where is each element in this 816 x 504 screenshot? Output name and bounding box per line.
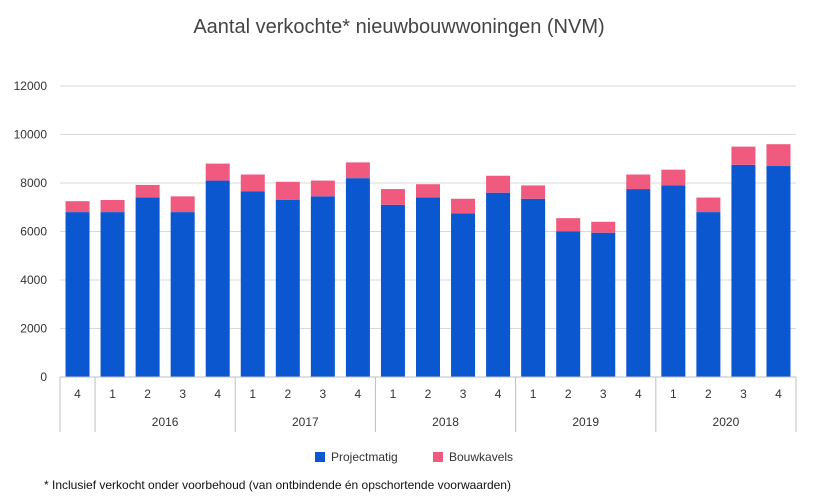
bar-bouwkavels-0 bbox=[65, 201, 90, 213]
bar-bouwkavels-13 bbox=[521, 185, 546, 199]
legend: Projectmatig Bouwkavels bbox=[315, 450, 513, 464]
bar-projectmatig-16 bbox=[626, 189, 651, 377]
bar-bouwkavels-4 bbox=[205, 163, 230, 181]
bar-projectmatig-14 bbox=[556, 231, 581, 377]
quarter-label-19: 3 bbox=[740, 387, 747, 401]
bar-projectmatig-12 bbox=[486, 192, 511, 377]
bar-bouwkavels-10 bbox=[416, 184, 440, 198]
y-tick-label-8000: 8000 bbox=[20, 176, 47, 190]
year-label-2017: 2017 bbox=[292, 415, 319, 429]
bar-projectmatig-8 bbox=[345, 178, 370, 377]
y-tick-label-0: 0 bbox=[40, 370, 47, 384]
quarter-label-8: 4 bbox=[355, 387, 362, 401]
bar-bouwkavels-19 bbox=[731, 146, 756, 165]
legend-swatch-bouwkavels bbox=[433, 452, 443, 462]
bar-projectmatig-20 bbox=[766, 166, 791, 377]
y-tick-label-2000: 2000 bbox=[20, 322, 47, 336]
y-tick-label-6000: 6000 bbox=[20, 225, 47, 239]
y-tick-label-10000: 10000 bbox=[14, 128, 48, 142]
bar-projectmatig-11 bbox=[451, 213, 476, 377]
bar-bouwkavels-7 bbox=[310, 180, 335, 197]
y-tick-label-12000: 12000 bbox=[14, 79, 48, 93]
bar-projectmatig-4 bbox=[205, 180, 230, 377]
bar-bouwkavels-16 bbox=[626, 174, 651, 190]
bar-projectmatig-13 bbox=[521, 198, 546, 377]
bar-projectmatig-3 bbox=[170, 212, 195, 377]
quarter-label-13: 1 bbox=[530, 387, 537, 401]
quarter-label-17: 1 bbox=[670, 387, 677, 401]
year-label-2019: 2019 bbox=[572, 415, 599, 429]
quarter-label-12: 4 bbox=[495, 387, 502, 401]
bar-bouwkavels-12 bbox=[486, 175, 511, 193]
year-label-2020: 2020 bbox=[713, 415, 740, 429]
bar-bouwkavels-6 bbox=[275, 181, 300, 200]
bar-bouwkavels-2 bbox=[135, 184, 160, 198]
legend-label-projectmatig: Projectmatig bbox=[331, 450, 398, 464]
bar-projectmatig-10 bbox=[416, 197, 440, 377]
quarter-label-1: 1 bbox=[109, 387, 116, 401]
bar-projectmatig-18 bbox=[696, 212, 721, 377]
quarter-label-7: 3 bbox=[320, 387, 327, 401]
bar-projectmatig-1 bbox=[100, 212, 125, 377]
bar-bouwkavels-9 bbox=[380, 189, 405, 205]
footnote: * Inclusief verkocht onder voorbehoud (v… bbox=[44, 478, 511, 492]
bar-bouwkavels-11 bbox=[451, 198, 476, 214]
axis-layer: 0 2000 4000 6000 8000 10000 12000 4 1 2 3 4 1 2 3 4 1 2 3 4… bbox=[14, 79, 797, 432]
quarter-label-6: 2 bbox=[284, 387, 291, 401]
bar-bouwkavels-14 bbox=[556, 218, 581, 232]
y-tick-label-4000: 4000 bbox=[20, 273, 47, 287]
quarter-label-20: 4 bbox=[775, 387, 782, 401]
bar-projectmatig-5 bbox=[240, 191, 265, 377]
quarter-label-5: 1 bbox=[249, 387, 256, 401]
bar-bouwkavels-15 bbox=[591, 221, 616, 233]
bar-projectmatig-9 bbox=[380, 204, 405, 377]
bar-projectmatig-0 bbox=[65, 212, 90, 377]
year-label-2016: 2016 bbox=[152, 415, 179, 429]
bar-bouwkavels-1 bbox=[100, 199, 125, 213]
quarter-label-11: 3 bbox=[460, 387, 467, 401]
quarter-label-3: 3 bbox=[179, 387, 186, 401]
legend-label-bouwkavels: Bouwkavels bbox=[449, 450, 513, 464]
quarter-label-10: 2 bbox=[425, 387, 432, 401]
quarter-label-2: 2 bbox=[144, 387, 151, 401]
bar-bouwkavels-8 bbox=[345, 162, 370, 179]
bar-bouwkavels-5 bbox=[240, 174, 265, 192]
bar-projectmatig-2 bbox=[135, 197, 160, 377]
quarter-label-15: 3 bbox=[600, 387, 607, 401]
quarter-label-14: 2 bbox=[565, 387, 572, 401]
bar-projectmatig-6 bbox=[275, 199, 300, 377]
bar-projectmatig-15 bbox=[591, 232, 616, 377]
legend-swatch-projectmatig bbox=[315, 452, 325, 462]
quarter-label-4: 4 bbox=[214, 387, 221, 401]
bar-bouwkavels-18 bbox=[696, 197, 721, 213]
bar-bouwkavels-3 bbox=[170, 196, 195, 213]
bars-layer bbox=[65, 144, 791, 377]
quarter-label-9: 1 bbox=[390, 387, 397, 401]
bar-projectmatig-19 bbox=[731, 164, 756, 377]
chart-title: Aantal verkochte* nieuwbouwwoningen (NVM… bbox=[193, 16, 604, 38]
bar-bouwkavels-17 bbox=[661, 169, 686, 186]
quarter-label-16: 4 bbox=[635, 387, 642, 401]
quarter-label-0: 4 bbox=[74, 387, 81, 401]
year-label-2018: 2018 bbox=[432, 415, 459, 429]
bar-projectmatig-17 bbox=[661, 185, 686, 377]
bar-projectmatig-7 bbox=[310, 196, 335, 377]
bar-bouwkavels-20 bbox=[766, 144, 791, 167]
quarter-label-18: 2 bbox=[705, 387, 712, 401]
